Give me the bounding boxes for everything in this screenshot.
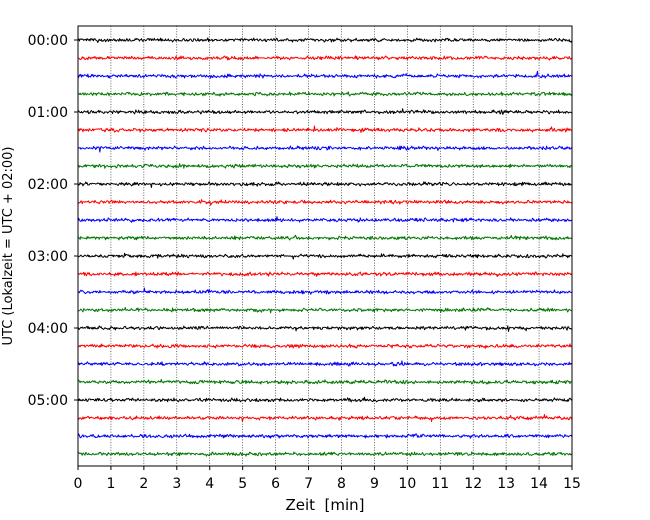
seismogram-trace-0200	[77, 181, 573, 189]
seismogram-trace-0130	[77, 145, 573, 153]
x-tick-label: 9	[370, 476, 379, 492]
x-tick-label: 11	[431, 476, 449, 492]
x-tick-label: 13	[497, 476, 515, 492]
y-tick-label: 00:00	[28, 33, 68, 49]
seismogram-trace-0445	[77, 378, 573, 385]
x-tick-label: 12	[464, 476, 482, 492]
x-tick-label: 14	[530, 476, 548, 492]
seismogram-trace-0015	[77, 55, 573, 61]
seismogram-trace-0330	[77, 287, 573, 295]
x-axis-label: Zeit [min]	[285, 496, 364, 514]
seismogram-trace-0030	[77, 70, 573, 79]
seismogram-trace-0430	[77, 360, 573, 367]
seismogram-trace-0115	[77, 125, 573, 133]
x-tick-label: 15	[563, 476, 581, 492]
x-tick-label: 6	[271, 476, 280, 492]
x-tick-label: 7	[304, 476, 313, 492]
grid-lines	[110, 26, 540, 466]
seismogram-trace-0300	[77, 252, 573, 260]
seismogram-trace-0530	[77, 433, 573, 439]
seismogram-trace-0245	[77, 234, 573, 241]
seismogram-trace-0145	[77, 163, 573, 169]
y-tick-label: 03:00	[28, 249, 68, 265]
seismogram-trace-0415	[77, 343, 573, 349]
x-axis: 0 1 2 3 4 5 6 7 8 9 10 11 12 13 14 15	[74, 466, 581, 492]
seismogram-trace-0045	[77, 91, 573, 97]
seismogram-trace-0400	[77, 325, 573, 332]
x-tick-label: 8	[337, 476, 346, 492]
seismogram-trace-0545	[77, 451, 573, 457]
x-tick-label: 4	[205, 476, 214, 492]
x-tick-label: 1	[106, 476, 115, 492]
y-axis: 00:00 01:00 02:00 03:00 04:00 05:00	[28, 33, 78, 409]
y-tick-label: 01:00	[28, 105, 68, 121]
seismogram-trace-0100	[77, 108, 573, 115]
seismogram-trace-0230	[77, 216, 573, 223]
seismogram-trace-0215	[77, 199, 573, 206]
seismogram-trace-0315	[77, 271, 573, 278]
seismogram-trace-0500	[77, 396, 573, 403]
x-tick-label: 0	[74, 476, 83, 492]
x-tick-label: 5	[238, 476, 247, 492]
y-tick-label: 04:00	[28, 321, 68, 337]
seismogram-trace-0345	[77, 306, 573, 314]
seismogram-trace-0515	[77, 413, 573, 423]
x-tick-label: 2	[139, 476, 148, 492]
y-tick-label: 05:00	[28, 393, 68, 409]
x-tick-label: 3	[172, 476, 181, 492]
plot-frame	[77, 25, 573, 467]
y-axis-label: UTC (Lokalzeit = UTC + 02:00)	[1, 147, 16, 346]
seismogram-trace-0000	[77, 37, 573, 44]
y-tick-label: 02:00	[28, 177, 68, 193]
seismogram-traces	[77, 37, 573, 457]
x-tick-label: 10	[398, 476, 416, 492]
